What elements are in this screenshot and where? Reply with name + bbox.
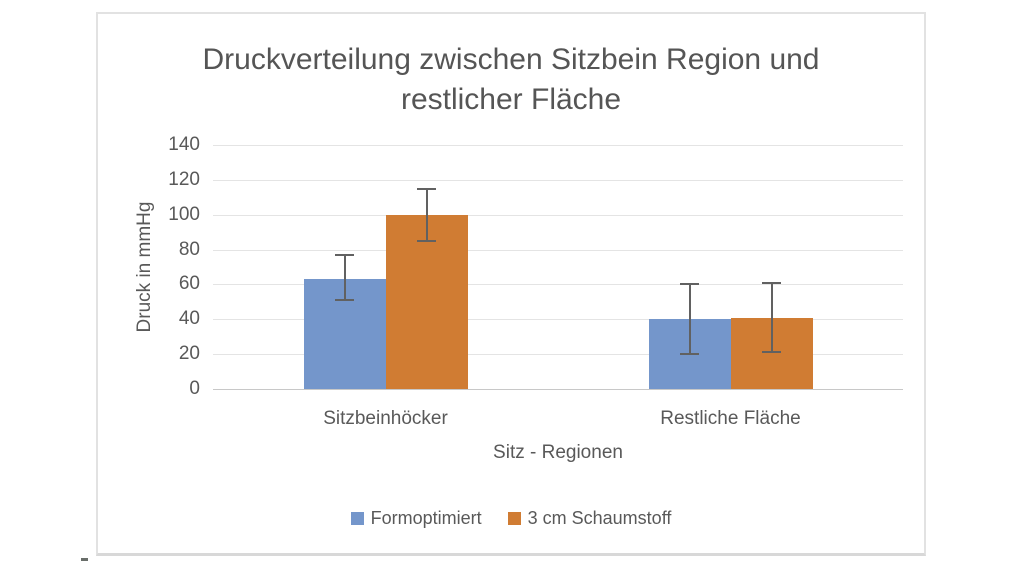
gridline-20 (213, 354, 903, 356)
legend-swatch-formoptimiert (350, 512, 364, 525)
gridline-60 (213, 284, 903, 286)
gridline-100 (213, 214, 903, 216)
gridline-80 (213, 249, 903, 251)
stray-ink-mark (81, 558, 88, 561)
error-bar-3-cm-schaumstoff-restliche-fläche-cap-bottom (762, 351, 781, 354)
gridline-40 (213, 319, 903, 321)
legend-swatch-3-cm-schaumstoff (507, 512, 521, 525)
error-bar-3-cm-schaumstoff-sitzbeinhöcker-cap-top (417, 187, 436, 190)
plot-area (213, 145, 903, 390)
error-bar-3-cm-schaumstoff-restliche-fläche-cap-top (762, 281, 781, 284)
gridline-140 (213, 145, 903, 146)
error-bar-3-cm-schaumstoff-restliche-fläche (770, 282, 773, 353)
y-tick-label-20: 20 (178, 343, 200, 365)
error-bar-formoptimiert-sitzbeinhöcker-cap-bottom (335, 299, 354, 302)
error-bar-formoptimiert-restliche-fläche-cap-bottom (680, 353, 699, 356)
chart-title-line-1: Druckverteilung zwischen Sitzbein Region… (202, 43, 820, 76)
chart-container: Druckverteilung zwischen Sitzbein Region… (96, 12, 926, 556)
chart-title-line-2: restlicher Fläche (400, 83, 622, 116)
error-bar-formoptimiert-restliche-fläche (688, 284, 691, 355)
legend-label-formoptimiert: Formoptimiert (370, 508, 482, 528)
x-axis-title: Sitz - Regionen (493, 442, 623, 463)
chart-title: Druckverteilung zwischen Sitzbein Region… (98, 40, 924, 120)
error-bar-formoptimiert-sitzbeinhöcker-cap-top (335, 253, 354, 256)
y-tick-label-100: 100 (168, 203, 200, 225)
category-label-restliche-fläche: Restliche Fläche (660, 408, 801, 429)
y-tick-label-140: 140 (168, 134, 200, 155)
y-tick-label-80: 80 (178, 238, 200, 260)
legend-label-3-cm-schaumstoff: 3 cm Schaumstoff (527, 508, 672, 528)
y-tick-label-40: 40 (178, 308, 200, 330)
legend-item-3-cm-schaumstoff: 3 cm Schaumstoff (507, 508, 672, 529)
bar-3-cm-schaumstoff-sitzbeinhöcker (385, 214, 468, 389)
x-axis-line (213, 389, 903, 390)
gridline-120 (213, 179, 903, 181)
error-bar-3-cm-schaumstoff-sitzbeinhöcker-cap-bottom (417, 239, 436, 242)
error-bar-formoptimiert-restliche-fläche-cap-top (680, 283, 699, 286)
category-label-sitzbeinhöcker: Sitzbeinhöcker (323, 408, 448, 429)
legend: Formoptimiert 3 cm Schaumstoff (98, 508, 924, 529)
y-tick-label-120: 120 (168, 168, 200, 190)
legend-item-formoptimiert: Formoptimiert (350, 508, 482, 529)
error-bar-3-cm-schaumstoff-sitzbeinhöcker (425, 188, 428, 241)
y-tick-label-0: 0 (189, 378, 200, 399)
y-tick-label-60: 60 (178, 273, 200, 295)
error-bar-formoptimiert-sitzbeinhöcker (343, 254, 346, 301)
